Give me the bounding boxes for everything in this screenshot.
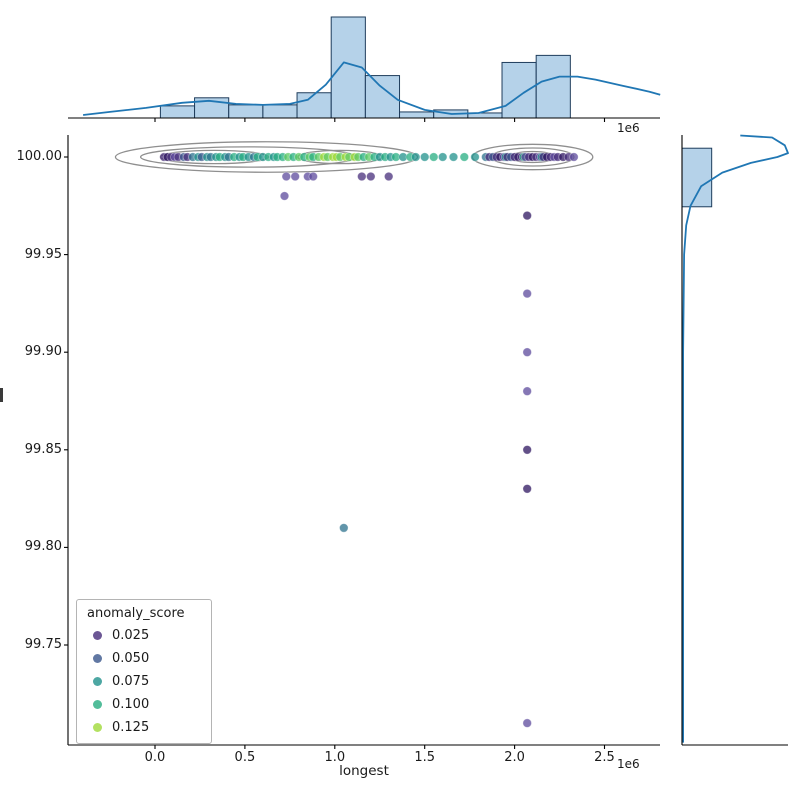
legend-entry: 0.025 [85,624,203,647]
y-tick-label: 100.00 [16,149,63,164]
scatter-point [339,523,349,533]
x-offset-text-bottom: 1e6 [617,757,640,771]
legend-label: 0.075 [112,674,150,689]
x-tick-label: 1.5 [414,750,436,765]
legend-title: anomaly_score [87,606,185,621]
top-histogram-bar [399,111,435,119]
legend-entry: 0.100 [85,693,203,716]
legend: anomaly_score 0.025 0.050 0.075 0.100 0.125 [76,599,212,744]
y-tick-label: 99.80 [24,539,62,555]
scatter-point [522,288,532,299]
scatter-point [281,171,292,182]
scatter-point [522,386,532,396]
right-kde-curve [682,134,789,743]
x-tick-label: 1.0 [324,750,346,765]
top-histogram-bar [262,104,298,119]
legend-swatch-icon [93,723,102,732]
scatter-point [448,152,459,162]
scatter-point [308,171,318,182]
scatter-point [290,171,300,182]
scatter-point [522,347,532,357]
y-tick-label: 99.75 [24,637,62,652]
legend-entry: 0.075 [85,670,203,693]
top-histogram-bar [501,61,537,119]
scatter-point [459,152,470,162]
legend-entries: 0.025 0.050 0.075 0.100 0.125 [85,624,203,739]
scatter-point [420,152,430,162]
scatter-point [357,171,367,182]
scatter-point [522,210,532,221]
scatter-point [470,152,480,162]
scatter-point [522,445,532,455]
legend-swatch-icon [93,654,102,663]
right-histogram-bar [681,147,713,208]
x-tick-label: 0.0 [144,750,166,765]
top-histogram-bar [228,104,264,119]
scatter-point [384,171,394,182]
y-tick-label: 99.95 [24,246,62,262]
top-histogram-bar [535,54,571,119]
top-histogram-bar [159,105,196,119]
legend-swatch-icon [93,631,102,640]
x-tick-label: 0.5 [234,750,256,765]
x-tick-label: 2.5 [594,750,615,765]
legend-label: 0.025 [112,628,150,643]
legend-label: 0.100 [112,697,150,712]
y-tick-label: 99.85 [24,441,62,457]
scatter-point [411,152,421,162]
legend-entry: 0.050 [85,647,203,670]
y-tick-label: 99.90 [24,344,62,360]
x-tick-label: 2.0 [504,750,525,765]
scatter-point [438,152,448,162]
legend-swatch-icon [93,700,102,709]
legend-label: 0.125 [112,720,150,735]
x-axis-label: longest [339,763,389,779]
legend-entry: 0.125 [85,716,203,739]
legend-swatch-icon [93,677,102,686]
x-offset-text-top: 1e6 [617,121,640,135]
scatter-point [279,191,290,201]
y-axis-label-clipped [0,388,3,402]
scatter-point [569,152,579,162]
top-histogram-bar [296,92,332,119]
top-kde-curve [82,61,661,116]
scatter-point [522,484,532,494]
scatter-point [522,718,532,728]
scatter-point [429,152,439,162]
scatter-point [366,171,376,182]
legend-label: 0.050 [112,651,150,666]
